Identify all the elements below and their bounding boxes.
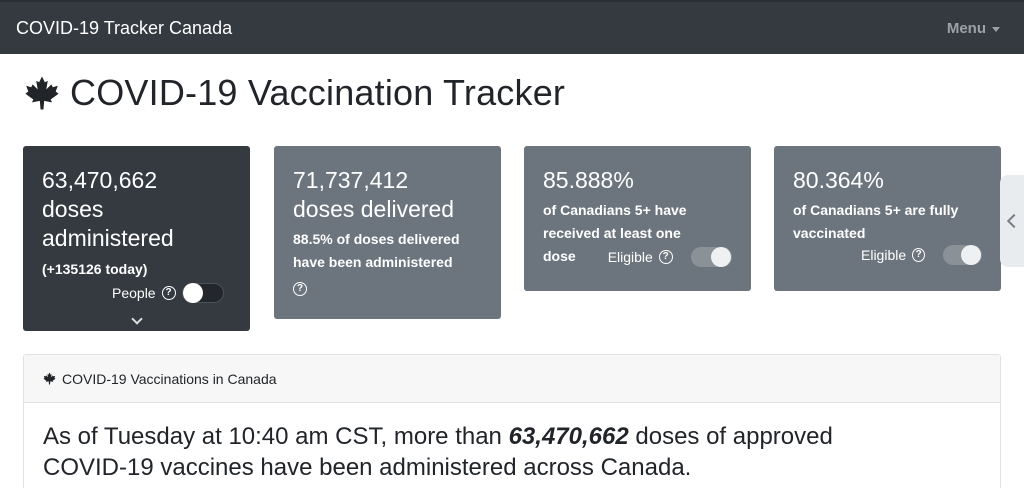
doses-delivered-sub-1: 88.5% of doses delivered — [293, 231, 460, 247]
vaccinations-section: COVID-19 Vaccinations in Canada As of Tu… — [23, 354, 1001, 488]
eligible-toggle-row: Eligible ? — [861, 245, 982, 265]
doses-today: (+135126 today) — [42, 261, 148, 277]
at-least-one-dose-value: 85.888% — [543, 167, 634, 193]
doses-delivered-card: 71,737,412 doses delivered 88.5% of dose… — [274, 146, 501, 319]
fully-vaccinated-card: 80.364% of Canadians 5+ are fully vaccin… — [774, 146, 1001, 291]
doses-administered-label-2: administered — [42, 225, 174, 251]
eligible-toggle[interactable] — [690, 246, 732, 267]
fully-vaccinated-value: 80.364% — [793, 167, 884, 193]
summary-text-post: doses of approved — [628, 423, 833, 450]
toggle-knob — [182, 283, 203, 303]
maple-leaf-icon — [43, 372, 56, 385]
menu-dropdown[interactable]: Menu — [947, 20, 1000, 37]
at-least-one-dose-sub-3: dose — [543, 248, 576, 264]
at-least-one-dose-sub-2: received at least one — [543, 225, 681, 241]
doses-delivered-value: 71,737,412 — [293, 167, 409, 193]
toggle-knob — [711, 246, 731, 267]
page-title: COVID-19 Vaccination Tracker — [24, 72, 565, 114]
question-circle-icon[interactable]: ? — [912, 248, 926, 262]
doses-administered-card[interactable]: 63,470,662 doses administered (+135126 t… — [23, 146, 250, 331]
doses-administered-label-1: doses — [42, 196, 104, 222]
page-title-text: COVID-19 Vaccination Tracker — [70, 72, 566, 113]
at-least-one-dose-sub-1: of Canadians 5+ have — [543, 202, 687, 218]
fully-vaccinated-sub-1: of Canadians 5+ are fully — [793, 202, 959, 218]
fully-vaccinated-sub-2: vaccinated — [793, 225, 866, 241]
brand-link[interactable]: COVID-19 Tracker Canada — [16, 17, 233, 38]
maple-leaf-icon — [24, 75, 60, 111]
section-summary: As of Tuesday at 10:40 am CST, more than… — [24, 403, 1000, 488]
summary-doses-count: 63,470,662 — [508, 423, 629, 450]
at-least-one-dose-card: 85.888% of Canadians 5+ have received at… — [524, 146, 751, 291]
summary-text-pre: As of Tuesday at 10:40 am CST, more than — [43, 423, 509, 450]
doses-delivered-sub-2: have been administered — [293, 254, 453, 270]
eligible-toggle-row: dose Eligible ? — [543, 245, 732, 268]
eligible-toggle-label: Eligible — [861, 247, 907, 263]
section-header: COVID-19 Vaccinations in Canada — [24, 355, 1000, 403]
people-toggle-row: People ? — [112, 283, 231, 303]
question-circle-icon[interactable]: ? — [293, 282, 307, 296]
eligible-toggle[interactable] — [943, 245, 982, 265]
caret-down-icon — [992, 26, 1000, 32]
people-toggle-label: People — [112, 285, 156, 301]
toggle-knob — [961, 245, 981, 265]
chevron-down-icon[interactable] — [131, 313, 143, 325]
summary-text-line2: COVID-19 vaccines have been administered… — [43, 454, 692, 481]
doses-delivered-label: doses delivered — [293, 196, 455, 222]
chevron-left-icon — [1006, 213, 1022, 229]
question-circle-icon[interactable]: ? — [658, 249, 673, 264]
people-toggle[interactable] — [181, 283, 224, 303]
section-header-text: COVID-19 Vaccinations in Canada — [62, 370, 277, 387]
menu-label: Menu — [946, 19, 986, 37]
side-panel-tab[interactable] — [1000, 175, 1024, 267]
question-circle-icon[interactable]: ? — [161, 286, 176, 300]
doses-administered-value: 63,470,662 — [42, 167, 158, 193]
eligible-toggle-label: Eligible — [607, 248, 653, 265]
top-navbar: COVID-19 Tracker Canada Menu — [0, 0, 1024, 54]
